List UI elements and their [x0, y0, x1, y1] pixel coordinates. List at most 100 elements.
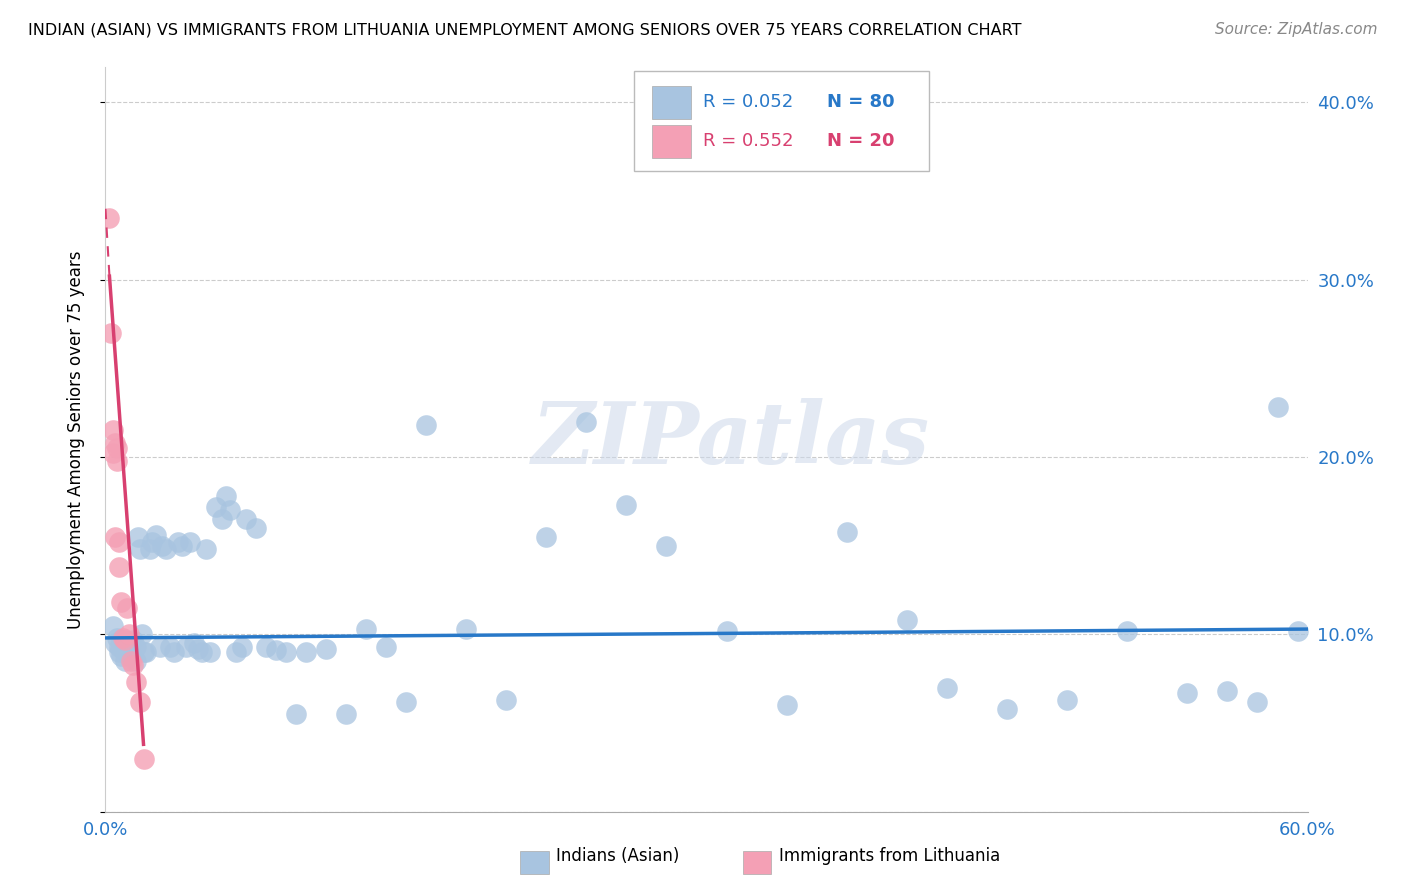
Point — [166, 535, 188, 549]
FancyBboxPatch shape — [634, 70, 929, 171]
Point — [835, 524, 858, 539]
Point — [98, 211, 121, 225]
Point — [495, 693, 517, 707]
Point — [374, 640, 398, 654]
Point — [415, 418, 437, 433]
Point — [274, 645, 297, 659]
Point — [354, 622, 377, 636]
Point — [122, 657, 145, 672]
FancyBboxPatch shape — [652, 86, 690, 119]
Point — [108, 535, 131, 549]
Point — [315, 641, 337, 656]
Point — [108, 560, 131, 574]
Point — [117, 634, 139, 648]
Text: Immigrants from Lithuania: Immigrants from Lithuania — [779, 847, 1000, 864]
Point — [264, 643, 287, 657]
Point — [148, 640, 170, 654]
Point — [132, 751, 155, 765]
Point — [284, 707, 307, 722]
Point — [108, 645, 131, 659]
Point — [100, 326, 122, 340]
Point — [214, 489, 236, 503]
Point — [170, 539, 193, 553]
Point — [107, 441, 129, 455]
Text: R = 0.052: R = 0.052 — [703, 94, 793, 112]
Point — [218, 503, 240, 517]
Point — [1267, 401, 1289, 415]
Point — [716, 624, 738, 638]
Point — [124, 640, 146, 654]
Point — [1246, 695, 1268, 709]
Point — [104, 636, 127, 650]
Point — [225, 645, 247, 659]
Point — [1286, 624, 1309, 638]
Point — [110, 648, 132, 663]
Point — [128, 542, 150, 557]
Text: Source: ZipAtlas.com: Source: ZipAtlas.com — [1215, 22, 1378, 37]
Point — [204, 500, 226, 514]
Point — [155, 542, 177, 557]
Point — [335, 707, 357, 722]
Point — [114, 632, 136, 647]
Point — [616, 498, 638, 512]
Point — [138, 542, 160, 557]
Point — [575, 415, 598, 429]
Point — [107, 631, 129, 645]
Point — [190, 645, 212, 659]
Point — [776, 698, 799, 713]
Point — [183, 636, 205, 650]
FancyBboxPatch shape — [520, 851, 548, 873]
Point — [1177, 686, 1199, 700]
Point — [117, 643, 139, 657]
Point — [1216, 684, 1239, 698]
Point — [198, 645, 221, 659]
Point — [104, 530, 127, 544]
Point — [145, 528, 167, 542]
Point — [1116, 624, 1139, 638]
Point — [121, 654, 143, 668]
Point — [150, 539, 173, 553]
Text: N = 20: N = 20 — [827, 132, 894, 151]
Text: Indians (Asian): Indians (Asian) — [557, 847, 679, 864]
Point — [395, 695, 418, 709]
Point — [174, 640, 197, 654]
Point — [114, 654, 136, 668]
Point — [124, 654, 146, 668]
Point — [135, 645, 157, 659]
Point — [122, 632, 145, 647]
Point — [231, 640, 253, 654]
Point — [107, 453, 129, 467]
Point — [295, 645, 318, 659]
FancyBboxPatch shape — [742, 851, 772, 873]
Point — [121, 636, 143, 650]
Point — [104, 435, 127, 450]
Point — [124, 675, 146, 690]
Point — [114, 638, 136, 652]
Point — [112, 634, 135, 648]
Point — [127, 530, 149, 544]
Point — [235, 512, 257, 526]
Point — [187, 641, 209, 656]
Point — [118, 648, 141, 663]
FancyBboxPatch shape — [652, 125, 690, 158]
Point — [1056, 693, 1078, 707]
Point — [159, 640, 181, 654]
Point — [162, 645, 184, 659]
Point — [112, 641, 135, 656]
Point — [108, 640, 131, 654]
Point — [112, 631, 135, 645]
Point — [118, 627, 141, 641]
Text: ZIPatlas: ZIPatlas — [531, 398, 929, 481]
Point — [132, 645, 155, 659]
Point — [254, 640, 277, 654]
Point — [211, 512, 233, 526]
Point — [454, 622, 477, 636]
Point — [118, 640, 141, 654]
Point — [110, 632, 132, 647]
Point — [103, 446, 125, 460]
Point — [896, 613, 918, 627]
Point — [936, 681, 959, 695]
Point — [103, 424, 125, 438]
Text: INDIAN (ASIAN) VS IMMIGRANTS FROM LITHUANIA UNEMPLOYMENT AMONG SENIORS OVER 75 Y: INDIAN (ASIAN) VS IMMIGRANTS FROM LITHUA… — [28, 22, 1022, 37]
Point — [141, 535, 163, 549]
